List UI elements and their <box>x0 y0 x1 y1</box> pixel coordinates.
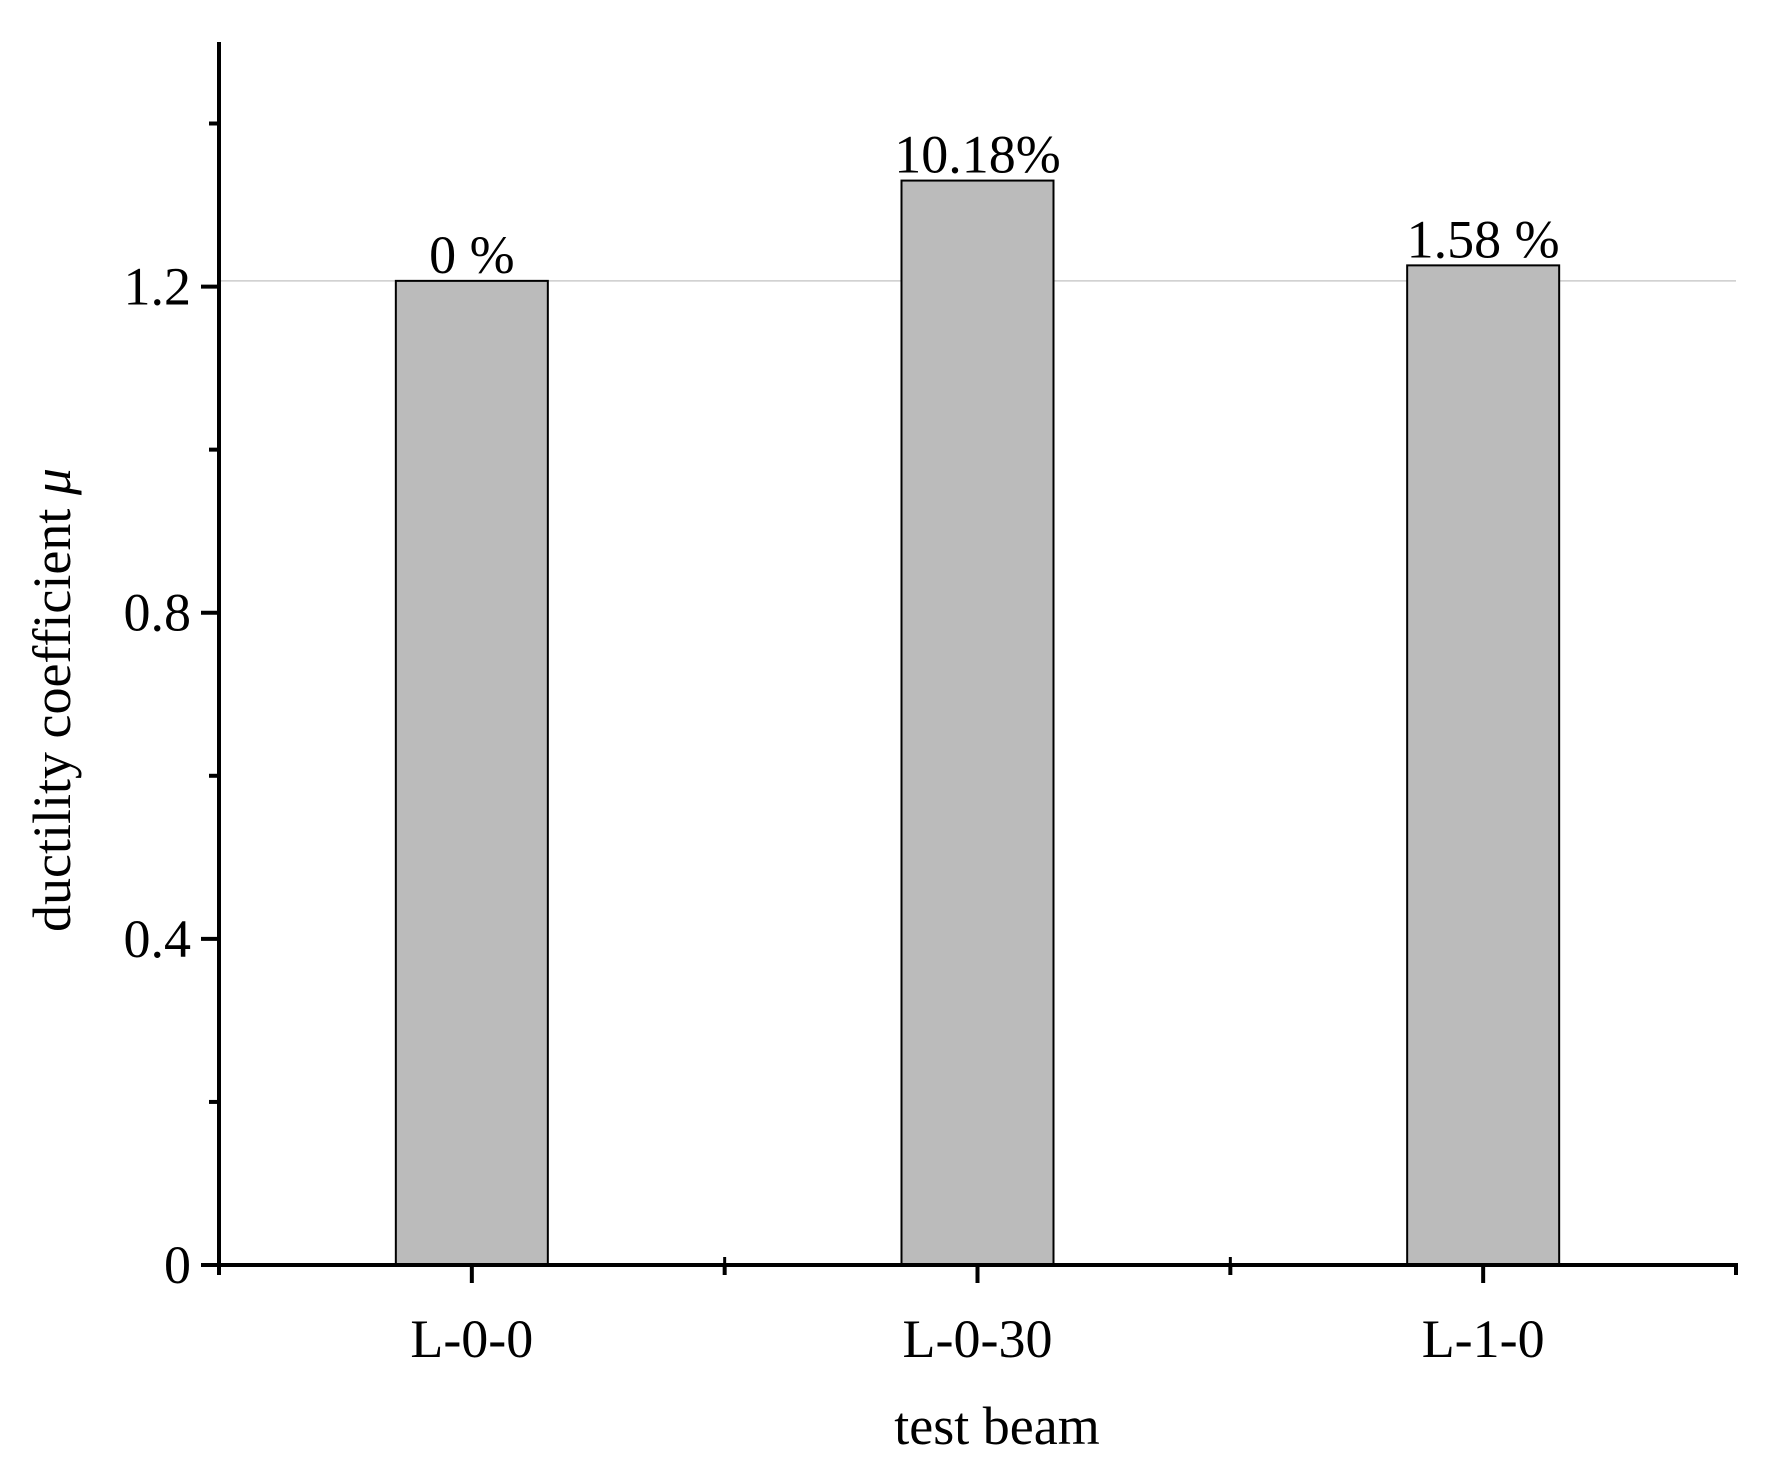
x-tick-label-L-1-0: L-1-0 <box>1422 1309 1545 1369</box>
y-tick-label: 0.8 <box>124 583 192 643</box>
y-axis-title-text: ductility coefficient <box>22 495 82 932</box>
y-tick-label: 0.4 <box>124 909 192 969</box>
bar-L-1-0 <box>1406 264 1561 1266</box>
bar-L-0-30 <box>900 179 1055 1267</box>
y-axis-title-symbol: μ <box>22 468 82 496</box>
y-tick-label: 1.2 <box>124 257 192 317</box>
data-label-L-1-0: 1.58 % <box>1407 209 1560 269</box>
x-axis-title: test beam <box>894 1396 1099 1456</box>
ticks-layer: 0 0.4 0.8 1.2 L-0-0 L-0-30 L-1-0 <box>124 121 1738 1369</box>
x-tick-label-L-0-0: L-0-0 <box>410 1309 533 1369</box>
y-axis-title: ductility coefficient μ <box>22 468 82 932</box>
x-tick-label-L-0-30: L-0-30 <box>903 1309 1053 1369</box>
bar-L-0-0 <box>394 279 549 1266</box>
y-tick-label: 0 <box>164 1235 191 1295</box>
data-labels-layer: 0 % 10.18% 1.58 % <box>429 125 1560 285</box>
data-label-L-0-0: 0 % <box>429 225 514 285</box>
data-label-L-0-30: 10.18% <box>894 125 1060 185</box>
bars-layer <box>394 179 1561 1267</box>
